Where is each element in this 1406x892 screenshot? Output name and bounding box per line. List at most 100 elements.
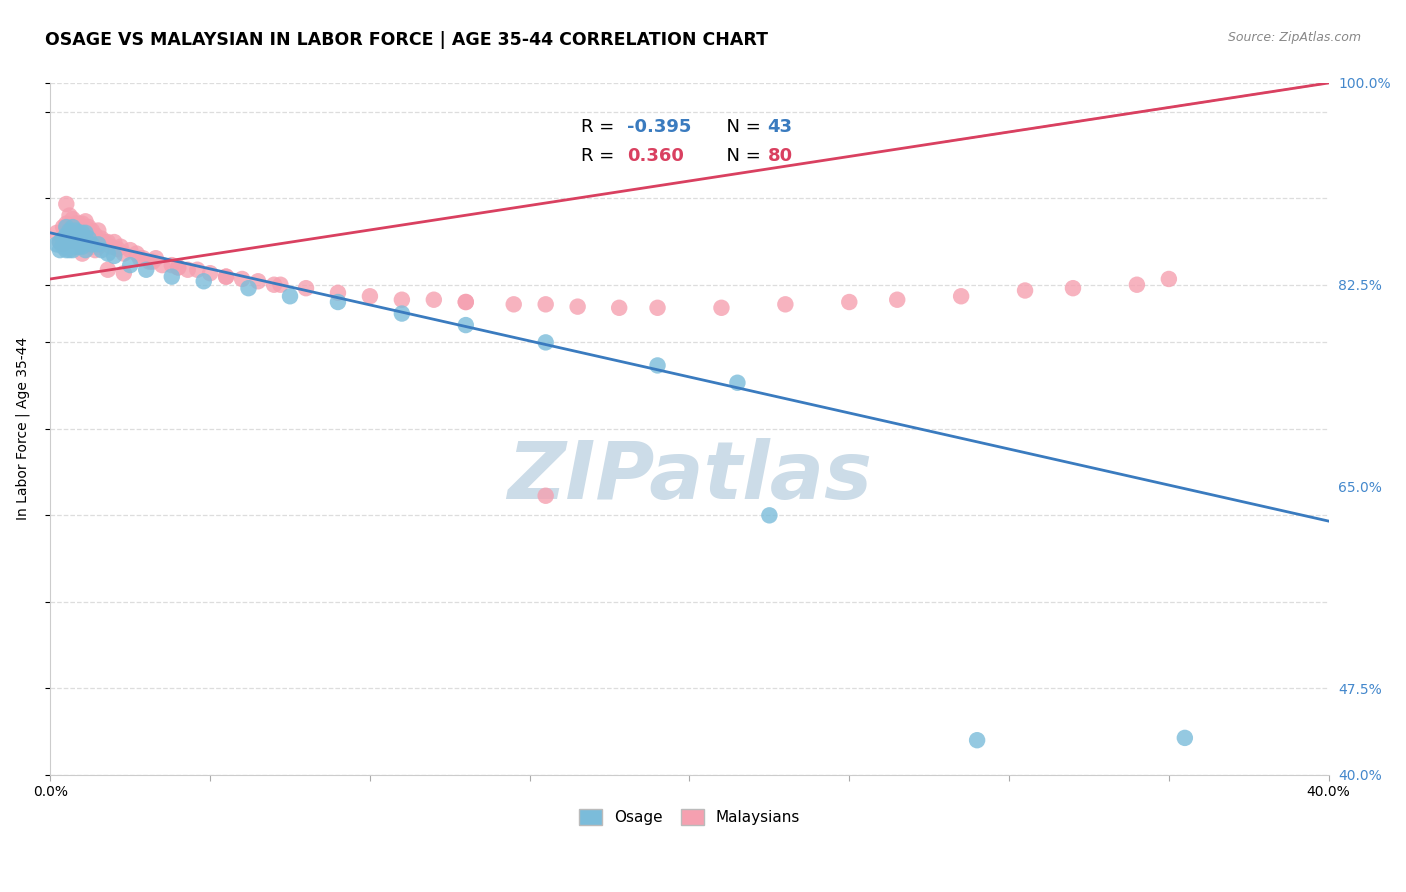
Point: [75, 235, 97, 249]
Point: [62, 212, 84, 227]
Point: [263, 277, 285, 292]
Text: -0.395: -0.395: [627, 118, 692, 136]
Point: [231, 272, 253, 286]
Point: [502, 297, 524, 311]
Point: [72, 240, 94, 254]
Point: [97, 246, 120, 260]
Point: [838, 295, 860, 310]
Point: [103, 249, 125, 263]
Point: [215, 269, 238, 284]
Point: [72, 246, 94, 260]
Point: [67, 217, 90, 231]
Point: [1014, 284, 1036, 298]
Point: [110, 240, 132, 254]
Point: [215, 269, 238, 284]
Point: [84, 228, 107, 243]
Point: [67, 226, 90, 240]
Point: [295, 281, 318, 295]
Point: [62, 243, 84, 257]
Point: [80, 240, 103, 254]
Point: [90, 243, 112, 257]
Point: [567, 300, 589, 314]
Point: [72, 217, 94, 231]
Point: [534, 489, 557, 503]
Point: [62, 220, 84, 235]
Point: [758, 508, 780, 523]
Point: [65, 217, 87, 231]
Point: [55, 243, 77, 257]
Point: [77, 237, 100, 252]
Point: [97, 262, 120, 277]
Point: [58, 209, 80, 223]
Point: [55, 235, 77, 249]
Point: [52, 237, 75, 252]
Point: [269, 277, 291, 292]
Point: [103, 235, 125, 249]
Point: [80, 223, 103, 237]
Point: [135, 262, 157, 277]
Point: [87, 240, 110, 254]
Text: 0.360: 0.360: [627, 146, 683, 165]
Point: [112, 266, 135, 280]
Point: [55, 228, 77, 243]
Text: N =: N =: [716, 118, 766, 136]
Point: [138, 254, 160, 268]
Point: [186, 262, 208, 277]
Legend: Osage, Malaysians: Osage, Malaysians: [571, 802, 808, 833]
Point: [65, 235, 87, 249]
Point: [84, 243, 107, 257]
Point: [1174, 731, 1197, 745]
Point: [65, 223, 87, 237]
Point: [120, 258, 142, 272]
Text: 80: 80: [768, 146, 793, 165]
Point: [150, 258, 173, 272]
Point: [145, 251, 167, 265]
Point: [112, 246, 135, 260]
Point: [45, 237, 67, 252]
Point: [75, 214, 97, 228]
Point: [100, 240, 122, 254]
Point: [454, 295, 477, 310]
Point: [454, 318, 477, 332]
Point: [423, 293, 446, 307]
Point: [77, 231, 100, 245]
Point: [55, 220, 77, 235]
Point: [886, 293, 908, 307]
Point: [49, 243, 72, 257]
Point: [193, 274, 215, 288]
Point: [247, 274, 270, 288]
Point: [58, 223, 80, 237]
Point: [58, 231, 80, 245]
Point: [97, 235, 120, 249]
Text: OSAGE VS MALAYSIAN IN LABOR FORCE | AGE 35-44 CORRELATION CHART: OSAGE VS MALAYSIAN IN LABOR FORCE | AGE …: [45, 31, 768, 49]
Point: [177, 262, 200, 277]
Point: [67, 240, 90, 254]
Point: [1157, 272, 1180, 286]
Y-axis label: In Labor Force | Age 35-44: In Labor Force | Age 35-44: [15, 337, 30, 520]
Point: [1126, 277, 1149, 292]
Point: [72, 226, 94, 240]
Point: [55, 217, 77, 231]
Point: [1062, 281, 1084, 295]
Point: [238, 281, 260, 295]
Point: [67, 235, 90, 249]
Point: [132, 251, 155, 265]
Point: [58, 231, 80, 245]
Point: [454, 295, 477, 310]
Point: [326, 285, 349, 300]
Point: [534, 335, 557, 350]
Text: 43: 43: [768, 118, 793, 136]
Point: [49, 235, 72, 249]
Point: [607, 301, 630, 315]
Point: [52, 220, 75, 235]
Point: [62, 231, 84, 245]
Point: [52, 231, 75, 245]
Point: [391, 307, 413, 321]
Point: [725, 376, 748, 390]
Point: [950, 289, 973, 303]
Point: [160, 258, 183, 272]
Point: [120, 243, 142, 257]
Text: ZIPatlas: ZIPatlas: [508, 438, 872, 516]
Point: [45, 226, 67, 240]
Text: R =: R =: [581, 118, 620, 136]
